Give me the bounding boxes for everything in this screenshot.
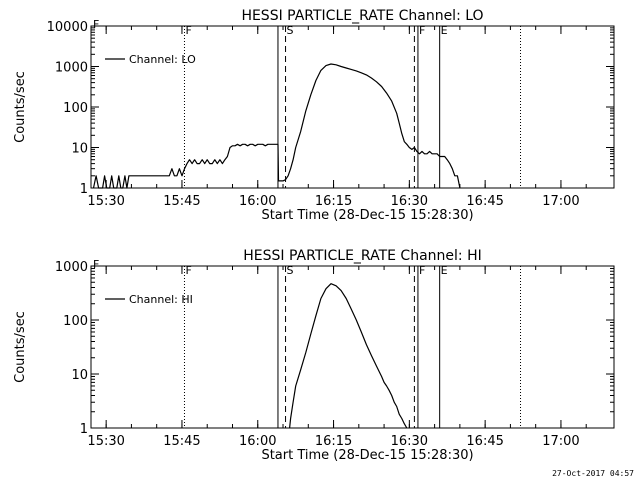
- x-tick-label-lo: 16:00: [239, 194, 276, 209]
- flag-label-lo: F: [419, 24, 425, 37]
- x-tick-label-lo: 16:15: [315, 194, 352, 209]
- corner-flag-label-hi: F: [93, 258, 99, 271]
- series-line-lo: [92, 63, 461, 189]
- x-axis-label-hi: Start Time (28-Dec-15 15:28:30): [261, 448, 473, 463]
- x-tick-label-hi: 16:45: [466, 434, 503, 449]
- panel-hi: HESSI PARTICLE_RATE Channel: HI 1 10 100 100…: [13, 248, 615, 463]
- y-tick-label-lo: 100: [63, 101, 88, 116]
- x-tick-label-hi: 16:15: [315, 434, 352, 449]
- plot-frame-hi: [90, 265, 615, 429]
- flag-label-hi: E: [441, 264, 448, 277]
- timestamp: 27-Oct-2017 04:57: [552, 469, 634, 478]
- flag-label-hi: F: [419, 264, 425, 277]
- x-tick-label-hi: 17:00: [542, 434, 579, 449]
- x-tick-label-hi: 15:30: [87, 434, 124, 449]
- flag-label-hi: F: [185, 264, 191, 277]
- x-tick-label-hi: 16:00: [239, 434, 276, 449]
- x-tick-label-hi: 16:30: [391, 434, 428, 449]
- flag-label-lo: F: [185, 24, 191, 37]
- x-tick-label-hi: 15:45: [163, 434, 200, 449]
- x-tick-label-lo: 15:45: [163, 194, 200, 209]
- y-tick-label-lo: 1000: [55, 61, 88, 76]
- corner-flag-label-lo: F: [93, 18, 99, 31]
- flag-label-lo: E: [441, 24, 448, 37]
- y-tick-label-lo: 10: [71, 142, 88, 157]
- chart-title-lo: HESSI PARTICLE_RATE Channel: LO: [241, 8, 483, 24]
- plot-frame-lo: [90, 25, 615, 189]
- y-tick-label-lo: 10000: [47, 20, 88, 35]
- y-tick-label-lo: 1: [80, 182, 88, 197]
- x-tick-label-lo: 16:30: [391, 194, 428, 209]
- panel-lo: HESSI PARTICLE_RATE Channel: LO 1 10 100 100…: [13, 8, 615, 223]
- x-axis-label-lo: Start Time (28-Dec-15 15:28:30): [261, 208, 473, 223]
- series-line-hi: [289, 283, 408, 429]
- y-axis-label-hi: Counts/sec: [13, 311, 28, 383]
- flag-label-hi: S: [287, 264, 294, 277]
- flag-label-lo: S: [287, 24, 294, 37]
- x-tick-label-lo: 15:30: [87, 194, 124, 209]
- x-tick-label-lo: 17:00: [542, 194, 579, 209]
- y-tick-label-hi: 1: [80, 422, 88, 437]
- legend-label-lo: Channel: LO: [129, 53, 196, 66]
- y-tick-label-hi: 1000: [55, 260, 88, 275]
- chart-title-hi: HESSI PARTICLE_RATE Channel: HI: [243, 248, 481, 264]
- legend-label-hi: Channel: HI: [129, 293, 193, 306]
- y-axis-label-lo: Counts/sec: [13, 71, 28, 143]
- y-tick-label-hi: 100: [63, 314, 88, 329]
- x-tick-label-lo: 16:45: [466, 194, 503, 209]
- y-tick-label-hi: 10: [71, 368, 88, 383]
